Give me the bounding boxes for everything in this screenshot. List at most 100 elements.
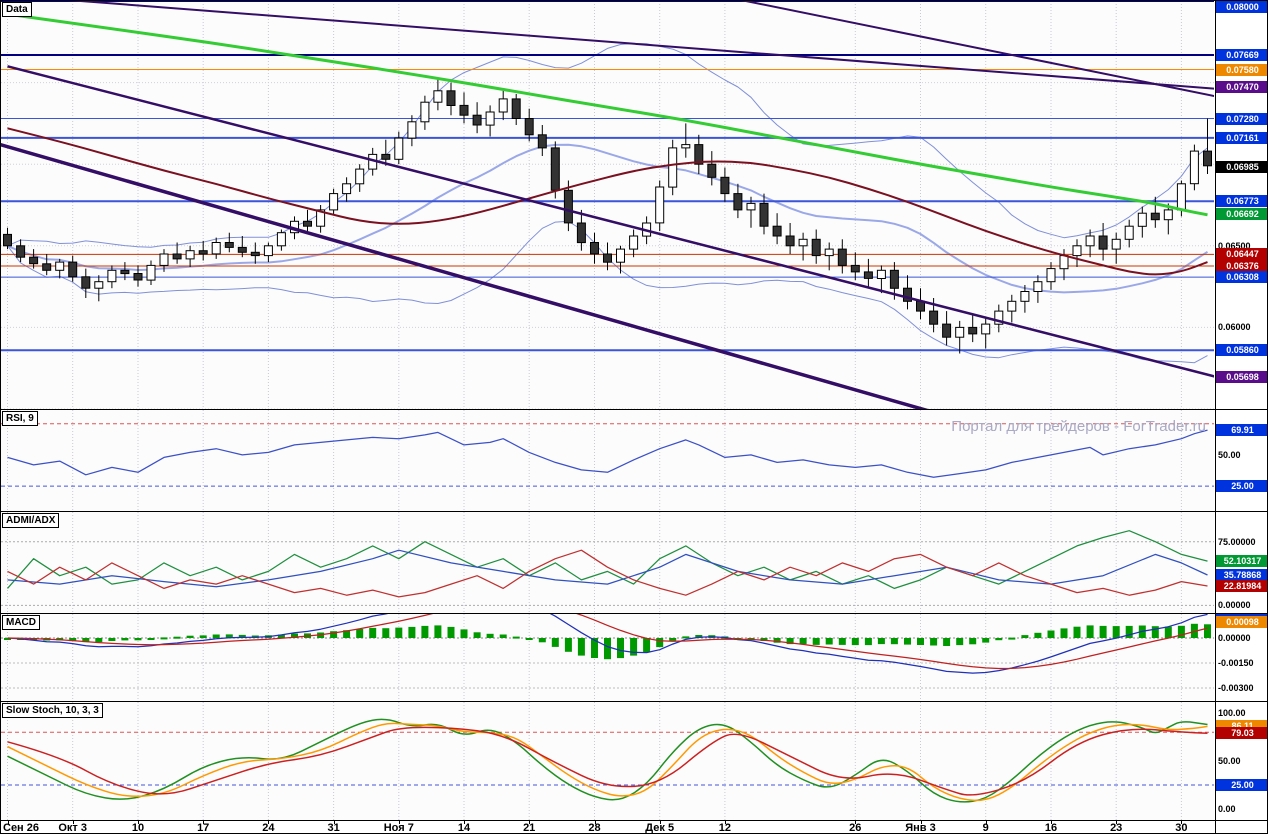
candlestick	[733, 193, 743, 211]
candlestick	[798, 238, 808, 247]
adx-panel[interactable]: ADMI/ADX	[1, 512, 1214, 613]
time-axis-tick	[1116, 821, 1118, 824]
macd-value-badge: 0.00098	[1216, 616, 1267, 628]
rsi-scale-label: 50.00	[1218, 450, 1241, 460]
time-axis-label: 12	[718, 822, 732, 834]
candlestick	[537, 134, 547, 149]
candlestick	[329, 193, 339, 211]
time-axis-label: 26	[849, 822, 862, 834]
candlestick	[629, 235, 639, 250]
time-axis-label: 21	[523, 822, 536, 834]
adx-series-line-2	[7, 549, 1208, 598]
price-chart-panel[interactable]: Data	[1, 1, 1214, 409]
time-axis-label: 9	[982, 822, 989, 834]
main-value-badge: 0.07280	[1216, 113, 1267, 125]
panel-label-stoch: Slow Stoch, 10, 3, 3	[2, 703, 103, 718]
trendline[interactable]	[7, 65, 1215, 378]
candlestick	[876, 269, 886, 279]
candlestick	[603, 253, 612, 263]
adx-canvas[interactable]	[1, 512, 1214, 613]
candlestick	[1007, 300, 1017, 312]
stoch-value-badge: 25.00	[1216, 779, 1267, 791]
time-axis-tick	[920, 821, 922, 824]
time-axis-tick	[1181, 821, 1183, 824]
candlestick	[850, 264, 860, 273]
panel-separator[interactable]	[1, 820, 1267, 821]
candlestick	[785, 235, 795, 247]
candlestick	[889, 269, 899, 289]
candlestick	[681, 144, 691, 149]
candlestick	[576, 222, 586, 244]
time-axis-tick	[724, 821, 726, 824]
candlestick	[1059, 255, 1069, 270]
panel-separator[interactable]	[1, 409, 1267, 410]
time-axis-label: 31	[327, 822, 340, 834]
candlestick	[107, 269, 117, 283]
time-axis-tick	[398, 821, 400, 824]
candlestick	[120, 269, 130, 275]
candlestick	[172, 253, 182, 260]
candlestick	[263, 245, 273, 257]
main-value-badge: 0.05698	[1216, 371, 1267, 383]
candlestick	[459, 104, 469, 116]
price-scale-column[interactable]: 0.06500 0.06000 0.08000 0.07669 0.07580 0.074…	[1215, 1, 1267, 833]
candlestick	[381, 153, 391, 160]
panel-separator[interactable]	[1, 511, 1267, 512]
candlestick	[772, 225, 782, 237]
stochastic-panel[interactable]: Slow Stoch, 10, 3, 3	[1, 702, 1214, 820]
candlestick	[759, 202, 769, 227]
stoch-scale-label: 100.00	[1218, 708, 1246, 718]
time-axis-tick	[72, 821, 74, 824]
candlestick	[485, 111, 495, 126]
price-chart-canvas[interactable]	[1, 1, 1214, 409]
trendline[interactable]	[60, 1, 1214, 90]
candlestick	[968, 326, 978, 335]
time-axis-tick	[333, 821, 335, 824]
time-axis-label: Окт 3	[58, 822, 87, 834]
candlestick	[316, 209, 326, 227]
time-axis[interactable]: Сен 26 Окт 3 10 17 24 31 Ноя 7 14 21 28 Дек 5 12 26 Я…	[1, 821, 1214, 834]
main-grid	[7, 1, 1182, 409]
adx-grid	[7, 512, 1182, 613]
time-axis-label: 17	[197, 822, 210, 834]
stoch-value-badge: 79.03	[1216, 727, 1267, 739]
time-axis-label: Дек 5	[645, 822, 675, 834]
rsi-panel[interactable]: Портал для трейдеров - ForTrader.ru RSI,…	[1, 410, 1214, 511]
time-axis-label: 16	[1044, 822, 1058, 834]
candlestick	[942, 323, 952, 338]
time-axis-tick	[985, 821, 987, 824]
candlestick	[1046, 268, 1056, 283]
moving-average-slow-line	[7, 127, 1208, 276]
panel-separator[interactable]	[1, 701, 1267, 702]
rsi-canvas[interactable]	[1, 410, 1214, 511]
candlestick	[1203, 150, 1212, 167]
trendline[interactable]	[738, 1, 1214, 98]
candlestick	[185, 250, 195, 260]
candlestick	[824, 248, 834, 257]
macd-panel[interactable]: MACD	[1, 614, 1214, 701]
candlestick	[159, 253, 169, 266]
time-axis-tick	[855, 821, 857, 824]
candlestick	[746, 202, 756, 211]
candlestick	[994, 310, 1004, 325]
stochastic-canvas[interactable]	[1, 702, 1214, 820]
candlestick	[394, 137, 404, 160]
candlestick	[420, 101, 430, 123]
macd-scale-label: -0.00300	[1218, 683, 1254, 693]
time-axis-tick	[529, 821, 531, 824]
candlestick	[250, 251, 260, 257]
candlestick	[1189, 150, 1199, 185]
stoch-series-line-2	[7, 726, 1208, 796]
rsi-line	[7, 429, 1208, 478]
panel-separator[interactable]	[1, 613, 1267, 614]
adx-value-badge: 52.10317	[1216, 555, 1267, 567]
stoch-series-line-1	[7, 722, 1208, 802]
main-value-badge: 0.05860	[1216, 344, 1267, 356]
candlestick	[1163, 209, 1173, 221]
time-axis-label: Янв 3	[905, 822, 936, 834]
macd-canvas[interactable]	[1, 614, 1214, 701]
candlestick	[342, 183, 352, 195]
candlestick	[303, 220, 312, 227]
trendline[interactable]	[1, 143, 934, 409]
